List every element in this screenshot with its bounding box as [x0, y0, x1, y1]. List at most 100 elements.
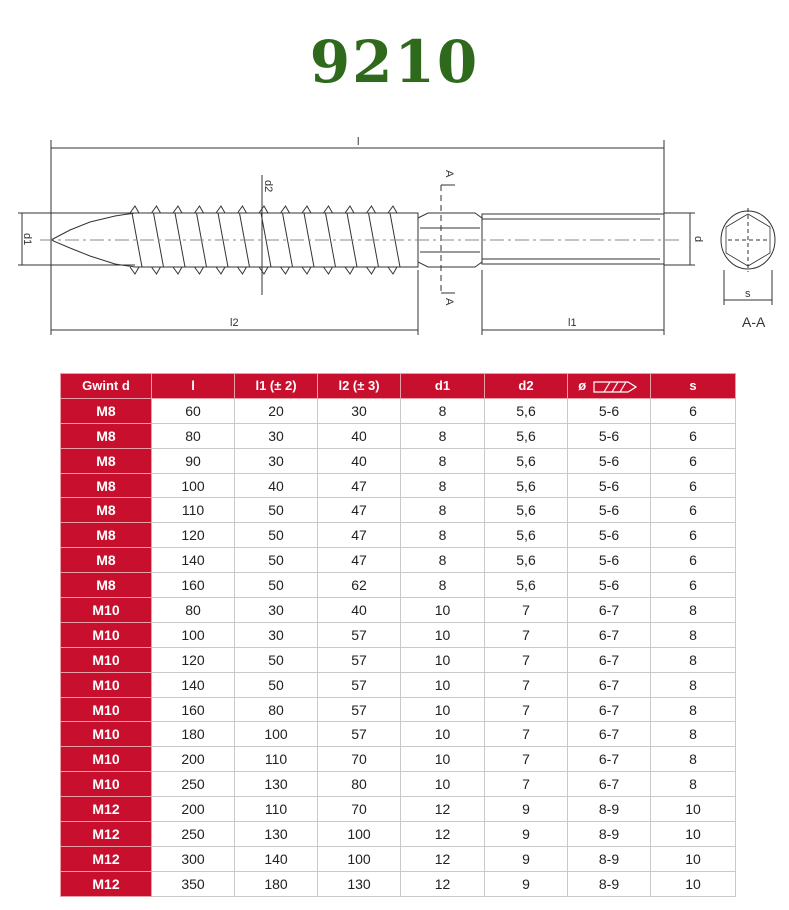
- table-cell: 6-7: [567, 671, 651, 698]
- thread-turn: [129, 205, 143, 275]
- table-row: M8 110 50 47 8 5,6 5-6 6: [60, 497, 736, 524]
- screw-thread-section: d2: [49, 175, 419, 295]
- table-cell: 10: [400, 646, 485, 673]
- table-cell: M12: [60, 870, 152, 897]
- table-cell: 130: [234, 771, 318, 798]
- table-cell: 8: [650, 621, 736, 648]
- thread-turn: [323, 205, 336, 275]
- table-row: M10 160 80 57 10 7 6-7 8: [60, 696, 736, 723]
- table-cell: 50: [234, 522, 318, 549]
- table-cell: 250: [151, 821, 235, 847]
- table-cell: 10: [650, 845, 736, 872]
- table-cell: 20: [234, 397, 318, 424]
- table-cell: M10: [60, 646, 152, 673]
- table-cell: 110: [234, 746, 318, 773]
- table-cell: 57: [317, 696, 401, 723]
- table-row: M12 350 180 130 12 9 8-9 10: [60, 870, 736, 897]
- table-row: M8 100 40 47 8 5,6 5-6 6: [60, 472, 736, 499]
- table-cell: 30: [317, 397, 401, 424]
- table-cell: 57: [317, 621, 401, 648]
- table-cell: 50: [234, 572, 318, 599]
- table-cell: 6: [650, 497, 736, 524]
- table-cell: 47: [317, 522, 401, 549]
- table-header-row: Gwint d l l1 (± 2) l2 (± 3) d1 d2 ø s: [60, 373, 736, 399]
- table-cell: 7: [484, 746, 568, 773]
- table-cell: 57: [317, 671, 401, 698]
- table-cell: 80: [234, 696, 318, 723]
- table-cell: 12: [400, 796, 485, 823]
- table-cell: 6: [650, 547, 736, 574]
- table-row: M8 80 30 40 8 5,6 5-6 6: [60, 422, 736, 449]
- table-cell: 62: [317, 572, 401, 599]
- table-cell: 8: [400, 522, 485, 549]
- table-cell: 8: [400, 547, 485, 574]
- header-l1: l1 (± 2): [234, 373, 318, 399]
- table-cell: 5-6: [567, 447, 651, 474]
- table-row: M10 120 50 57 10 7 6-7 8: [60, 646, 736, 673]
- table-cell: 180: [234, 870, 318, 897]
- table-cell: M10: [60, 597, 152, 623]
- svg-text:d2: d2: [262, 180, 274, 192]
- table-cell: M10: [60, 696, 152, 723]
- table-cell: 5-6: [567, 422, 651, 449]
- table-cell: M10: [60, 721, 152, 748]
- svg-text:A: A: [443, 298, 455, 306]
- table-cell: 8: [650, 771, 736, 798]
- header-l: l: [151, 373, 235, 399]
- table-row: M10 250 130 80 10 7 6-7 8: [60, 771, 736, 798]
- table-cell: 8: [400, 472, 485, 499]
- table-row: M10 80 30 40 10 7 6-7 8: [60, 597, 736, 623]
- table-cell: M8: [60, 397, 152, 424]
- table-cell: 7: [484, 621, 568, 648]
- table-cell: 30: [234, 597, 318, 623]
- table-cell: M12: [60, 845, 152, 872]
- table-cell: M10: [60, 621, 152, 648]
- dimension-l2: l2: [51, 270, 483, 335]
- table-cell: 10: [650, 870, 736, 897]
- table-cell: 80: [317, 771, 401, 798]
- table-row: M8 160 50 62 8 5,6 5-6 6: [60, 572, 736, 599]
- table-cell: 5-6: [567, 397, 651, 424]
- table-cell: 110: [151, 497, 235, 524]
- table-cell: 7: [484, 671, 568, 698]
- product-title: 9210: [309, 28, 480, 96]
- thread-turn: [280, 205, 293, 275]
- table-cell: 130: [317, 870, 401, 897]
- table-cell: 7: [484, 771, 568, 798]
- table-cell: 40: [317, 447, 401, 474]
- table-cell: 5,6: [484, 547, 568, 574]
- table-cell: 6: [650, 472, 736, 499]
- table-row: M10 200 110 70 10 7 6-7 8: [60, 746, 736, 773]
- table-row: M10 180 100 57 10 7 6-7 8: [60, 721, 736, 748]
- table-cell: 47: [317, 547, 401, 574]
- table-row: M8 90 30 40 8 5,6 5-6 6: [60, 447, 736, 474]
- table-cell: 9: [484, 870, 568, 897]
- table-cell: 12: [400, 870, 485, 897]
- table-row: M12 250 130 100 12 9 8-9 10: [60, 821, 736, 847]
- table-cell: 5,6: [484, 522, 568, 549]
- table-cell: 200: [151, 796, 235, 823]
- table-cell: 50: [234, 547, 318, 574]
- svg-text:A: A: [443, 170, 455, 178]
- table-cell: 250: [151, 771, 235, 798]
- table-cell: 5-6: [567, 497, 651, 524]
- svg-text:l2: l2: [230, 317, 239, 329]
- table-cell: 160: [151, 696, 235, 723]
- table-cell: M8: [60, 422, 152, 449]
- table-cell: 70: [317, 746, 401, 773]
- table-cell: 30: [234, 422, 318, 449]
- table-cell: 6-7: [567, 721, 651, 748]
- table-cell: 10: [400, 597, 485, 623]
- table-cell: 200: [151, 746, 235, 773]
- svg-text:l: l: [357, 136, 359, 148]
- table-cell: 110: [234, 796, 318, 823]
- table-cell: 8-9: [567, 821, 651, 847]
- table-cell: 300: [151, 845, 235, 872]
- table-cell: 7: [484, 696, 568, 723]
- header-d1: d1: [400, 373, 485, 399]
- svg-text:l1: l1: [568, 317, 577, 329]
- table-cell: 9: [484, 821, 568, 847]
- table-cell: 160: [151, 572, 235, 599]
- table-cell: 80: [151, 422, 235, 449]
